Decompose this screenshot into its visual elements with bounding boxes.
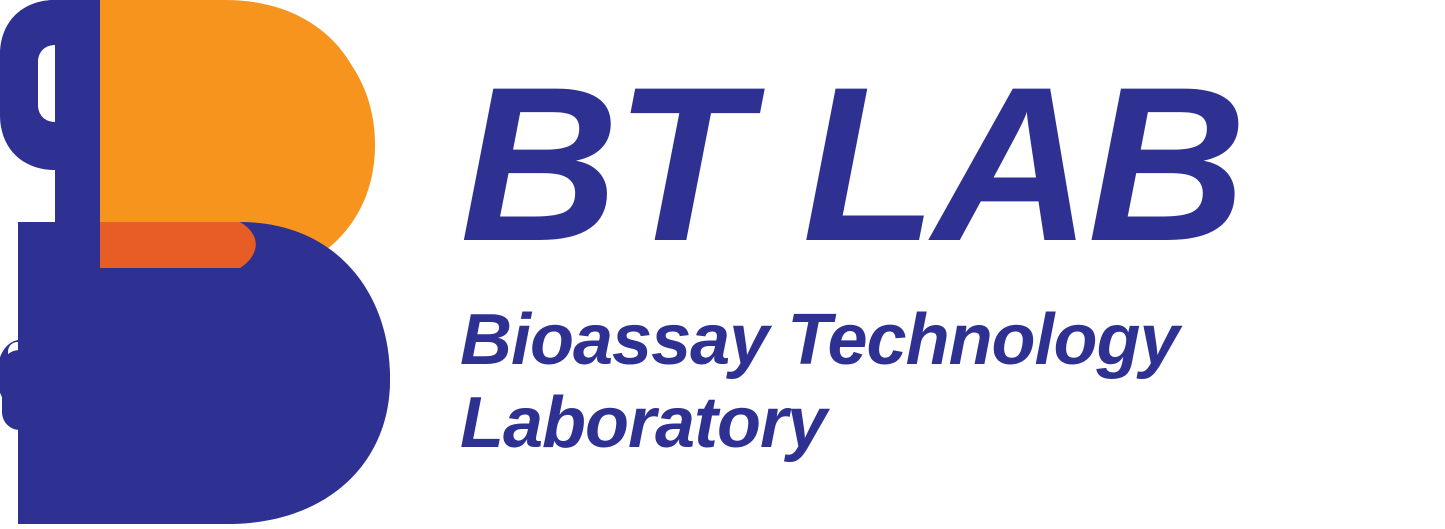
tagline-line2: Laboratory bbox=[460, 383, 826, 463]
logo-text-block: BT LAB Bioassay Technology Laboratory bbox=[460, 60, 1243, 465]
tagline-line1: Bioassay Technology bbox=[460, 300, 1179, 380]
b-mark-svg bbox=[0, 0, 390, 524]
tagline: Bioassay Technology Laboratory bbox=[460, 299, 1243, 465]
logo-container: BT LAB Bioassay Technology Laboratory bbox=[0, 0, 1445, 524]
brand-name: BT LAB bbox=[460, 60, 1243, 269]
b-final bbox=[0, 0, 390, 524]
logo-mark bbox=[0, 0, 390, 524]
